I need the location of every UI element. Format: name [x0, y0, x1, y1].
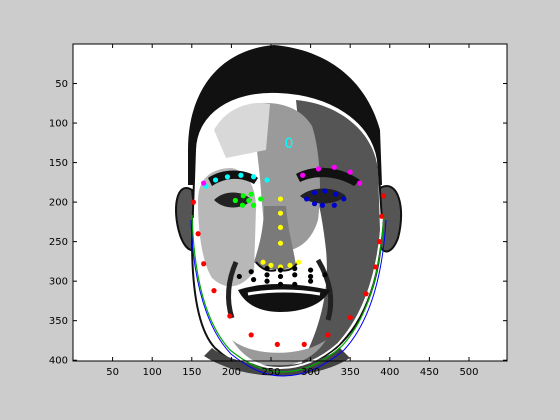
fitted-contours [190, 214, 387, 377]
y-tick-label: 150 [49, 158, 68, 169]
nose-point [268, 262, 274, 268]
mouth-point [277, 267, 284, 273]
brow-right-point [357, 180, 363, 186]
jaw-point [274, 341, 280, 347]
contour-green [191, 214, 385, 373]
jaw-point [379, 213, 385, 219]
eye-right-point [319, 202, 326, 208]
jaw-point [372, 264, 379, 270]
x-tick-label: 150 [182, 367, 201, 378]
brow-right-point [331, 164, 337, 170]
mouth-point [292, 272, 298, 278]
eye-right-point [333, 191, 339, 197]
mouth-point [307, 273, 314, 280]
jaw-point [248, 332, 254, 338]
jaw-point [363, 291, 369, 297]
jaw-point [325, 332, 331, 338]
mouth-point [264, 272, 270, 278]
landmark-points [190, 164, 387, 347]
nose-point [277, 196, 284, 202]
brow-right-point [315, 166, 322, 172]
plot-axes[interactable]: 0 50 100 150 200 250 300 350 400 450 500 50 100 150… [49, 43, 508, 378]
brow-right-point [300, 172, 306, 178]
eye-right-point [322, 188, 328, 194]
y-axis: 50 100 150 200 250 300 350 400 [49, 79, 507, 367]
y-tick-label: 100 [49, 119, 68, 130]
eye-left-point [246, 197, 252, 204]
contour-blue [190, 219, 387, 377]
jaw-point [227, 313, 233, 319]
mouth-point [264, 265, 270, 272]
face-index-label: 0 [285, 136, 294, 152]
mouth-point [292, 281, 298, 287]
x-tick-label: 350 [341, 367, 360, 378]
brow-right-point [347, 169, 353, 175]
mouth-point [307, 278, 314, 284]
mouth-point [307, 267, 314, 273]
eye-right-point [331, 202, 337, 208]
eye-left-point [258, 196, 264, 202]
brow-left-point [238, 172, 244, 178]
mouth-point [277, 273, 284, 280]
nose-point [277, 224, 284, 231]
mouth-point [264, 278, 270, 284]
brow-left-point [224, 174, 231, 180]
x-axis: 50 100 150 200 250 300 350 400 450 500 [106, 44, 479, 378]
nose-point [287, 262, 293, 268]
mouth-point [236, 273, 242, 280]
y-tick-label: 250 [49, 237, 68, 248]
brow-right-point [201, 180, 207, 186]
jaw-point [201, 261, 207, 267]
eye-left-point [240, 193, 246, 199]
jaw-point [190, 199, 196, 205]
brow-left-point [250, 174, 257, 180]
eye-left-point [248, 191, 254, 197]
eye-right-point [311, 201, 318, 207]
x-tick-label: 500 [459, 367, 478, 378]
jaw-point [195, 231, 201, 237]
nose-point [277, 240, 284, 246]
mouth-point [277, 281, 284, 287]
eye-right-point [341, 196, 347, 202]
brow-left-point [264, 177, 270, 183]
mouth-point [248, 269, 254, 275]
jaw-point [376, 239, 383, 245]
x-tick-label: 200 [222, 367, 241, 378]
y-tick-label: 200 [49, 198, 68, 209]
y-tick-label: 400 [49, 356, 68, 367]
nose-point [260, 259, 266, 265]
mouth-point [292, 265, 298, 272]
eye-left-point [239, 202, 246, 208]
y-tick-label: 50 [55, 79, 68, 90]
y-tick-label: 350 [49, 316, 68, 327]
brow-left-point [212, 177, 219, 183]
jaw-point [380, 193, 387, 199]
eye-right-point [311, 190, 318, 196]
x-tick-label: 100 [143, 367, 162, 378]
jaw-point [301, 341, 307, 347]
mouth-point [322, 272, 328, 278]
jaw-point [211, 288, 217, 294]
x-tick-label: 50 [106, 367, 119, 378]
nose-point [296, 259, 302, 265]
jaw-point [347, 314, 353, 321]
x-tick-label: 450 [420, 367, 439, 378]
eye-right-point [304, 196, 310, 202]
eye-left-point [232, 197, 238, 204]
x-tick-label: 250 [261, 367, 280, 378]
y-tick-label: 300 [49, 277, 68, 288]
x-tick-label: 300 [301, 367, 320, 378]
x-tick-label: 400 [380, 367, 399, 378]
nose-point [277, 210, 284, 216]
mouth-point [250, 276, 257, 283]
portrait-image [175, 45, 403, 376]
eye-left-point [250, 202, 257, 208]
